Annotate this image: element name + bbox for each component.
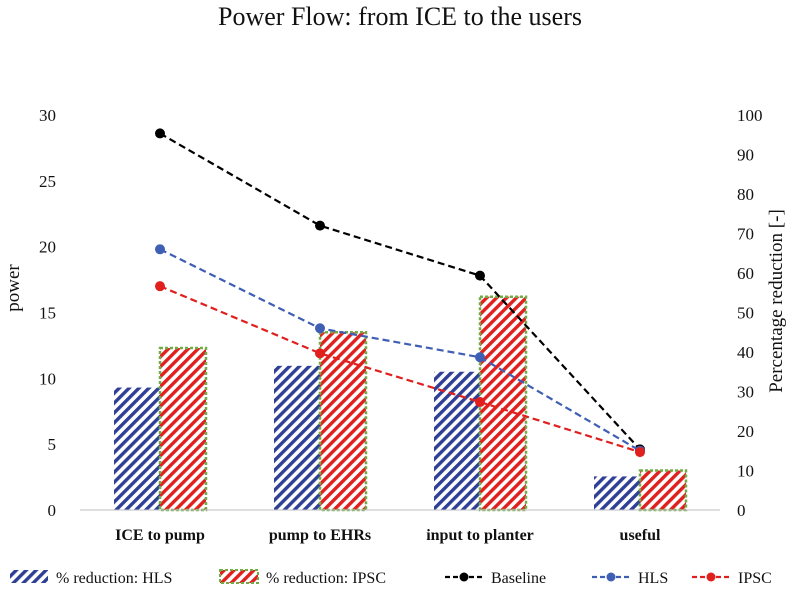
point-hls bbox=[475, 352, 485, 363]
y2-tick-label: 50 bbox=[737, 304, 754, 323]
line-baseline bbox=[159, 132, 641, 451]
legend-label: Baseline bbox=[491, 570, 546, 587]
point-baseline bbox=[155, 128, 165, 139]
y-axis-ticks: 0 5 10 15 20 25 30 bbox=[39, 106, 56, 520]
legend: % reduction: HLS % reduction: IPSC Baselin… bbox=[10, 569, 772, 587]
line-hls bbox=[159, 248, 641, 452]
y2-tick-label: 100 bbox=[737, 106, 763, 125]
y-tick-label: 25 bbox=[39, 172, 56, 191]
bar-ipsc bbox=[158, 346, 208, 512]
y2-tick-label: 80 bbox=[737, 185, 754, 204]
point-hls bbox=[315, 323, 325, 334]
line-ipsc bbox=[159, 285, 641, 454]
y-tick-label: 10 bbox=[39, 369, 56, 388]
y2-tick-label: 90 bbox=[737, 146, 754, 165]
legend-swatch bbox=[10, 570, 48, 583]
y-tick-label: 30 bbox=[39, 106, 56, 125]
legend-marker bbox=[459, 572, 469, 582]
chart-title: Power Flow: from ICE to the users bbox=[218, 2, 582, 31]
point-hls bbox=[155, 244, 165, 255]
y-tick-label: 15 bbox=[39, 304, 56, 323]
point-ipsc bbox=[155, 281, 165, 292]
category-label: ICE to pump bbox=[115, 527, 205, 544]
point-baseline bbox=[315, 220, 325, 231]
bar-ipsc bbox=[638, 469, 688, 512]
y2-tick-label: 10 bbox=[737, 462, 754, 481]
bar-hls bbox=[114, 387, 160, 510]
category-labels: ICE to pump pump to EHRs input to planter u… bbox=[115, 527, 661, 544]
bar-ipsc bbox=[318, 331, 368, 512]
legend-marker bbox=[706, 572, 716, 582]
y2-axis-label: Percentage reduction [-] bbox=[766, 209, 787, 393]
y2-tick-label: 60 bbox=[737, 264, 754, 283]
point-ipsc bbox=[315, 348, 325, 359]
bars bbox=[114, 295, 688, 512]
legend-marker bbox=[606, 572, 616, 582]
y2-axis-ticks: 0 10 20 30 40 50 60 70 80 90 100 bbox=[737, 106, 763, 520]
bar-hls bbox=[274, 365, 320, 510]
y2-tick-label: 70 bbox=[737, 225, 754, 244]
legend-label: IPSC bbox=[738, 570, 772, 587]
bar-hls bbox=[594, 476, 640, 510]
point-ipsc bbox=[635, 447, 645, 458]
y-tick-label: 0 bbox=[48, 501, 57, 520]
point-ipsc bbox=[475, 397, 485, 408]
legend-swatch bbox=[219, 569, 259, 584]
y-axis-label: power bbox=[3, 264, 24, 312]
bar-hls bbox=[434, 371, 480, 510]
y-tick-label: 20 bbox=[39, 238, 56, 257]
legend-label: % reduction: IPSC bbox=[266, 570, 386, 587]
category-label: input to planter bbox=[426, 527, 534, 544]
y2-tick-label: 20 bbox=[737, 422, 754, 441]
category-label: useful bbox=[620, 527, 661, 544]
lines bbox=[155, 128, 645, 458]
legend-label: % reduction: HLS bbox=[56, 570, 172, 587]
point-baseline bbox=[475, 270, 485, 281]
y2-tick-label: 40 bbox=[737, 343, 754, 362]
y2-tick-label: 0 bbox=[737, 501, 746, 520]
legend-label: HLS bbox=[638, 570, 668, 587]
category-label: pump to EHRs bbox=[269, 527, 371, 544]
y-tick-label: 5 bbox=[48, 435, 57, 454]
y2-tick-label: 30 bbox=[737, 383, 754, 402]
